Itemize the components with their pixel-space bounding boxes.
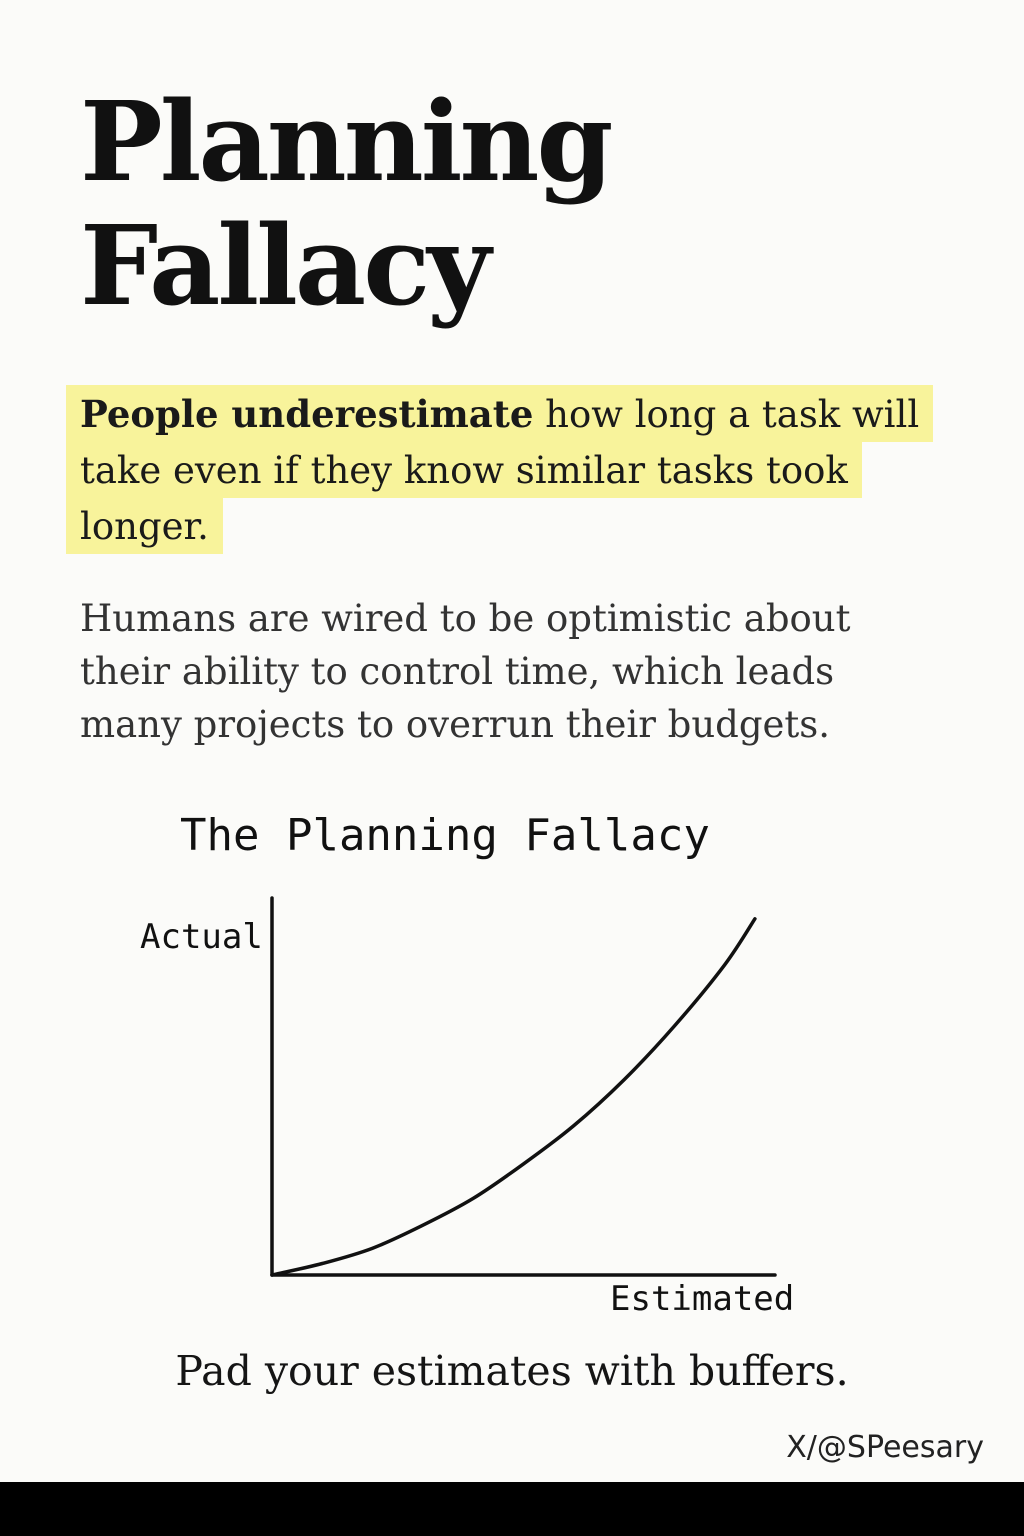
body-line-1: Humans are wired to be optimistic about [80,597,851,640]
author-credit: X/@SPeesary [786,1430,984,1465]
highlight-bold-phrase: People underestimate [80,392,534,436]
title-line-1: Planning [80,77,613,206]
x-axis-label: Estimated [610,1279,794,1319]
title-line-2: Fallacy [80,201,491,330]
body-paragraph: Humans are wired to be optimistic about … [80,592,960,751]
body-line-2: their ability to control time, which lea… [80,650,835,693]
planning-fallacy-chart: The Planning Fallacy Actual Estimated [140,810,794,1319]
y-axis-label: Actual [140,917,263,957]
highlight-line-2: take even if they know similar tasks too… [66,442,862,498]
series-line [270,917,757,1277]
chart-title: The Planning Fallacy [180,810,710,861]
bottom-bar [0,1482,1024,1536]
highlight-line-3: longer. [66,498,223,554]
highlighted-definition: People underestimate how long a task wil… [66,385,966,554]
takeaway-text: Pad your estimates with buffers. [175,1347,849,1395]
body-line-3: many projects to overrun their budgets. [80,703,831,746]
highlight-line-1: People underestimate how long a task wil… [66,385,934,442]
page-title: Planning Fallacy [80,77,613,330]
highlight-line-1-rest: how long a task will [533,393,920,436]
